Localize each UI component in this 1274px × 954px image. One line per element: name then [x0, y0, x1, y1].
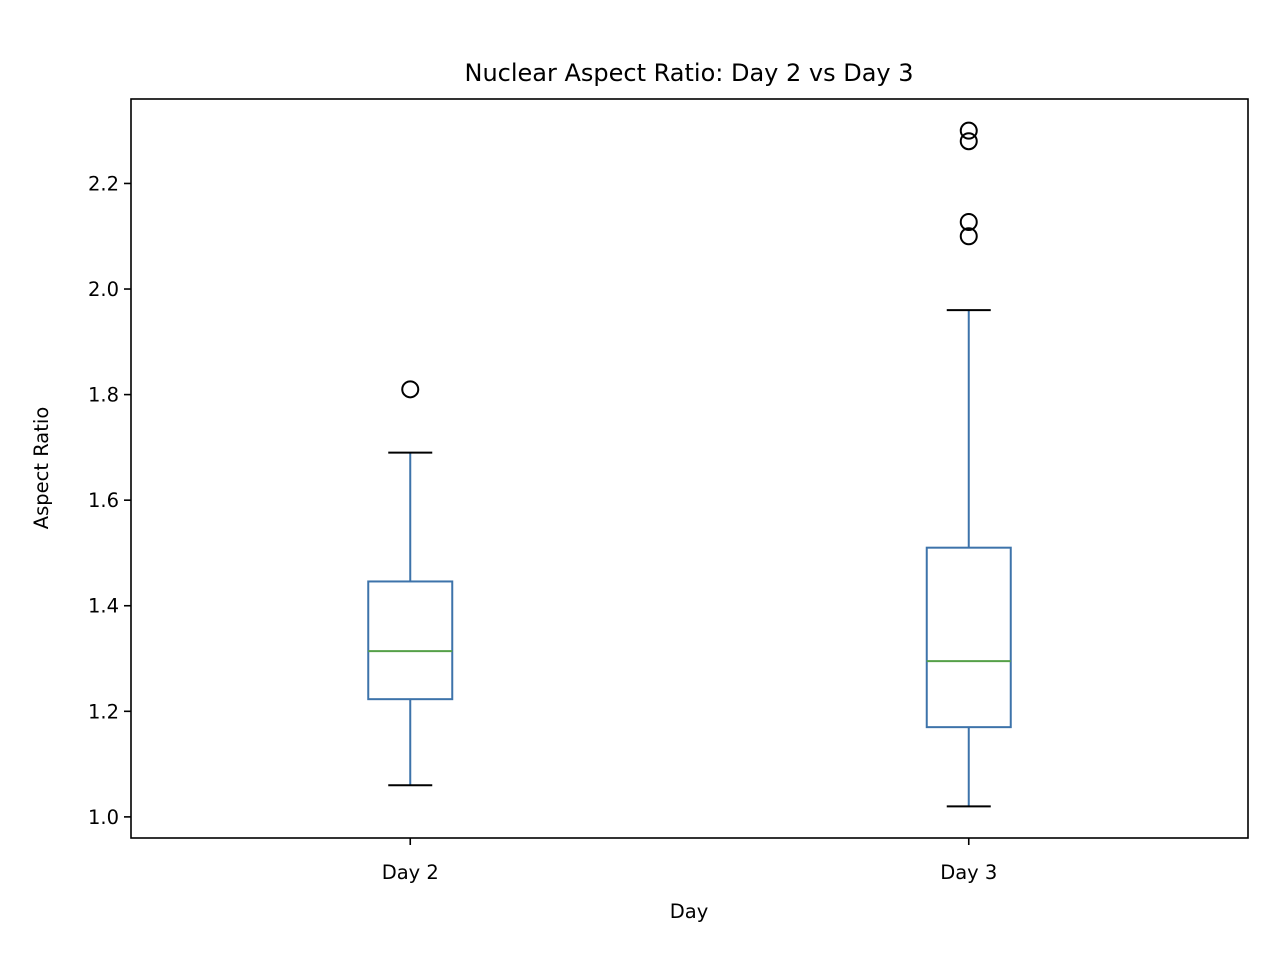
- y-tick-label: 1.8: [88, 384, 119, 407]
- x-tick-label: Day 3: [940, 861, 997, 884]
- iqr-box: [367, 580, 454, 701]
- y-axis-label: Aspect Ratio: [30, 407, 53, 530]
- iqr-box: [925, 546, 1012, 729]
- outlier-point: [959, 132, 978, 151]
- y-tick-label: 2.0: [88, 278, 119, 301]
- box-2: [925, 121, 1012, 808]
- y-axis: 1.0 1.2 1.4 1.6 1.8 2.0 2.2: [88, 172, 131, 829]
- chart-title: Nuclear Aspect Ratio: Day 2 vs Day 3: [464, 59, 913, 87]
- x-axis-label: Day: [670, 900, 709, 923]
- outlier-point: [401, 380, 420, 399]
- outlier-point: [959, 212, 978, 231]
- y-tick-label: 1.6: [88, 489, 119, 512]
- plot-area: [130, 98, 1249, 839]
- outlier-point: [959, 121, 978, 140]
- box-1: [367, 380, 454, 787]
- x-tick-label: Day 2: [382, 861, 439, 884]
- outlier-point: [959, 227, 978, 246]
- y-tick-label: 1.0: [88, 806, 119, 829]
- x-axis: Day 2 Day 3: [382, 838, 997, 884]
- y-tick-label: 1.4: [88, 595, 119, 618]
- y-tick-label: 1.2: [88, 700, 119, 723]
- y-tick-label: 2.2: [88, 172, 119, 195]
- box-series: [367, 121, 1012, 808]
